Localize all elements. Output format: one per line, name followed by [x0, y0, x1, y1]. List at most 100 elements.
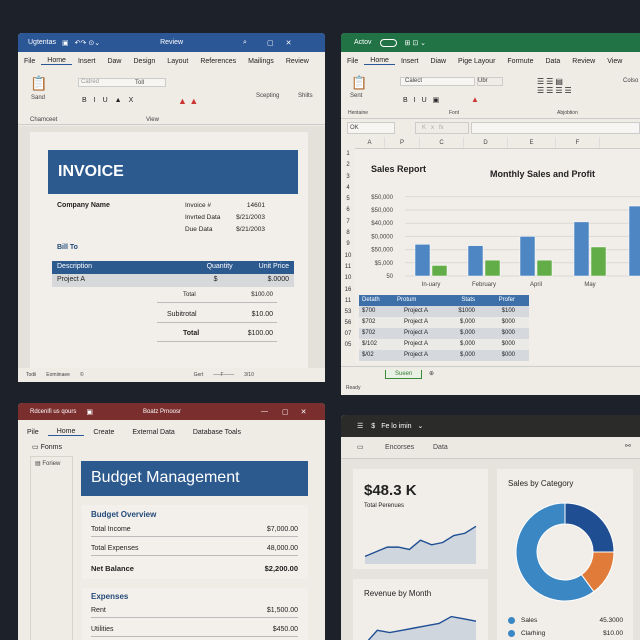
forms-nav-header[interactable]: ▭ Fonms	[32, 443, 62, 451]
formula-buttons[interactable]: K x fx	[415, 122, 469, 134]
row-header[interactable]: 9	[346, 241, 350, 248]
row-header[interactable]: 10	[344, 275, 352, 282]
save-icon[interactable]: ⊞ ⊡ ⌄	[404, 39, 427, 47]
legend-item[interactable]: Clarhing $10.00	[508, 630, 623, 637]
save-icon[interactable]: ▣	[62, 39, 69, 47]
close-icon[interactable]: ✕	[285, 39, 292, 47]
row-header[interactable]: 10	[344, 252, 352, 259]
row-header[interactable]: 11	[344, 297, 352, 304]
autosave-toggle[interactable]	[379, 38, 397, 47]
row-header[interactable]: 4	[346, 184, 350, 191]
row-header[interactable]: 53	[344, 308, 352, 315]
tab-file[interactable]: File	[347, 57, 359, 65]
maximize-icon[interactable]: ▢	[266, 39, 274, 47]
tab-home[interactable]: Home	[47, 428, 85, 436]
sheet-tab[interactable]: Sueen	[385, 370, 423, 379]
table-cell[interactable]: Project A	[404, 330, 429, 336]
tab-diaw[interactable]: Diaw	[430, 57, 447, 65]
tab-review[interactable]: Review	[285, 57, 309, 65]
row-header[interactable]: 56	[344, 319, 352, 326]
tab-database-toals[interactable]: Database Toals	[192, 428, 241, 436]
table-cell[interactable]: $702	[362, 330, 376, 336]
column-header[interactable]: D	[464, 137, 508, 148]
tab-daw[interactable]: Daw	[107, 57, 122, 65]
share-icon[interactable]: ⚯	[625, 443, 631, 450]
formula-bar[interactable]	[471, 122, 640, 134]
accessibility-icon[interactable]: ©	[79, 372, 84, 378]
table-cell[interactable]: $702	[362, 319, 376, 325]
monthly-sales-chart[interactable]: 50 $5,000 $50,000 $0,0000 $40,000 $50,000 $50,…	[355, 179, 640, 289]
tab-home[interactable]: Home	[41, 57, 72, 65]
tab-references[interactable]: References	[200, 57, 237, 65]
table-cell[interactable]: $1000	[458, 308, 475, 314]
row-header[interactable]: 3	[346, 173, 350, 180]
column-header[interactable]: P	[385, 137, 420, 148]
tab-insert[interactable]: Insert	[77, 57, 96, 65]
table-cell[interactable]: $100	[501, 308, 515, 314]
tab-home[interactable]: Home	[364, 57, 395, 65]
table-cell[interactable]: $000	[501, 341, 515, 347]
font-size-select[interactable]: Toll	[135, 80, 145, 86]
zoom-slider[interactable]: ──F───	[213, 372, 235, 378]
format-buttons[interactable]: BIU▣	[403, 97, 446, 104]
menu-icon[interactable]: ☰	[357, 423, 364, 430]
tab-file[interactable]: File	[24, 57, 36, 65]
row-header[interactable]: 1	[346, 151, 350, 157]
search-icon[interactable]: ⌕	[243, 38, 247, 46]
document-page[interactable]: INVOICE Company Name Invoice # 14601 Invrt…	[30, 132, 308, 368]
styles-button[interactable]: Scepting	[256, 93, 280, 99]
tab-create[interactable]: Create	[93, 428, 115, 436]
font-color-icon[interactable]: ▲	[471, 95, 479, 104]
save-icon[interactable]: ▣	[86, 408, 93, 416]
alignment-buttons[interactable]: ☰☰▤ ☰☰☰☰	[537, 77, 574, 95]
tab-external-data[interactable]: External Data	[132, 428, 175, 436]
kpi-card[interactable]: $48.3 K Total Perenues	[353, 469, 488, 569]
budget-row[interactable]: Utilities $450.00	[91, 626, 298, 637]
tab-review[interactable]: Review	[572, 57, 596, 65]
tab-design[interactable]: Design	[133, 57, 156, 65]
chevron-down-icon[interactable]: ⌄	[417, 423, 424, 430]
row-header[interactable]: 5	[346, 196, 350, 203]
minimize-icon[interactable]: —	[261, 408, 269, 415]
table-cell[interactable]: $000	[501, 319, 515, 325]
maximize-icon[interactable]: ▢	[282, 408, 289, 416]
budget-row[interactable]: Total Income $7,000.00	[91, 526, 298, 537]
table-cell[interactable]: $700	[362, 308, 376, 314]
row-header[interactable]: 07	[344, 330, 352, 337]
revenue-card[interactable]: Revenue by Month	[353, 579, 488, 640]
undo-redo-icon[interactable]: ↶↷ ⊙⌄	[74, 39, 101, 47]
font-name-select[interactable]: Calect	[400, 77, 475, 86]
column-header[interactable]: A	[355, 137, 385, 148]
table-cell[interactable]: $/102	[362, 341, 378, 347]
font-size-select[interactable]: Ubr	[477, 77, 503, 86]
tab-data[interactable]: Data	[433, 444, 448, 451]
name-box[interactable]: OK	[347, 122, 395, 134]
row-header[interactable]: 6	[346, 207, 350, 214]
category-card[interactable]: Sales by Category Sales 45.3000 Clarhing $1…	[497, 469, 633, 640]
row-header[interactable]: 2	[346, 162, 350, 169]
nav-item-form[interactable]: ▤ Foriew	[35, 461, 61, 467]
table-cell[interactable]: $,000	[459, 330, 475, 336]
budget-row[interactable]: Rent $1,500.00	[91, 607, 298, 618]
table-cell[interactable]: Project A	[404, 308, 429, 314]
paste-icon[interactable]: 📋	[30, 75, 48, 91]
shifts-button[interactable]: Shilts	[298, 93, 313, 99]
add-sheet-icon[interactable]: ⊕	[429, 371, 435, 377]
tab-pige-layour[interactable]: Pige Layour	[458, 57, 496, 65]
tab-insert[interactable]: Insert	[400, 57, 419, 65]
table-cell[interactable]: Project A	[404, 319, 429, 325]
tab-formute[interactable]: Formute	[507, 57, 534, 65]
budget-row[interactable]: Total Expenses 48,000.00	[91, 545, 298, 556]
table-cell[interactable]: $,000	[459, 341, 475, 347]
column-header[interactable]: E	[508, 137, 556, 148]
table-cell[interactable]: $/02	[362, 352, 374, 358]
table-cell[interactable]: $,000	[459, 319, 475, 325]
font-name-select[interactable]: Catred	[78, 78, 166, 87]
legend-item[interactable]: Sales 45.3000	[508, 617, 623, 624]
table-cell[interactable]: Project A	[404, 352, 429, 358]
table-cell[interactable]: $,000	[459, 352, 475, 358]
close-icon[interactable]: ✕	[300, 408, 307, 416]
budget-row[interactable]: Net Balance $2,200.00	[91, 564, 298, 576]
tab-pile[interactable]: Pile	[27, 428, 39, 436]
row-header[interactable]: 05	[344, 341, 352, 348]
